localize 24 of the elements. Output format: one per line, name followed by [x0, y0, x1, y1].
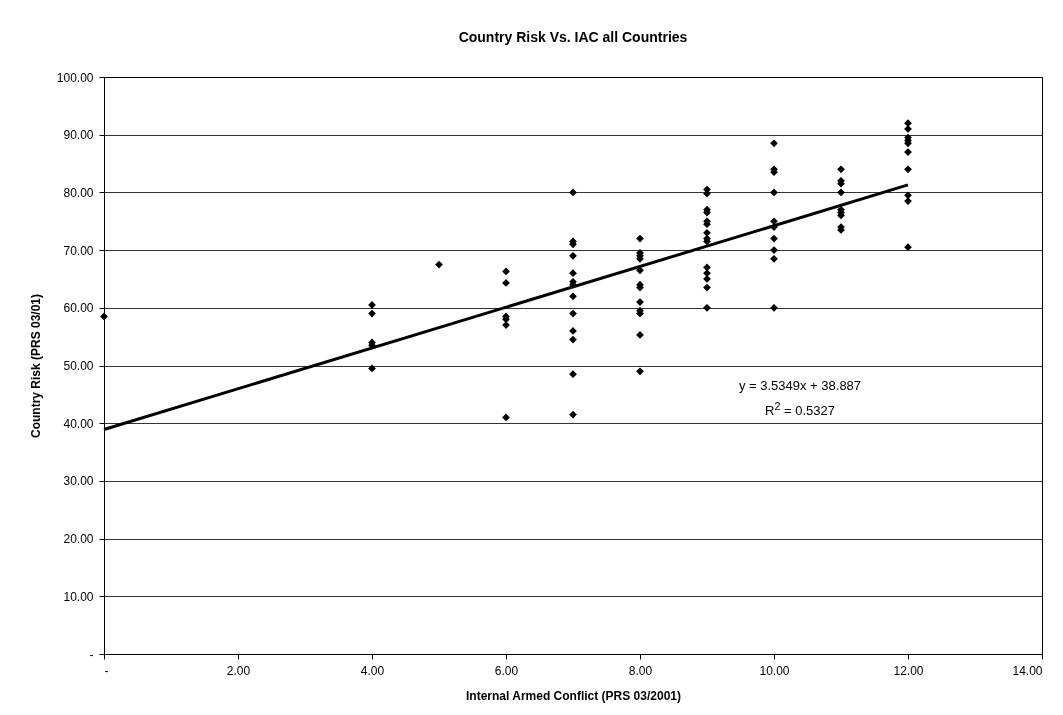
y-tick-label: 70.00	[63, 243, 94, 258]
x-tick-label: 4.00	[360, 663, 385, 678]
chart-title: Country Risk Vs. IAC all Countries	[458, 29, 688, 45]
y-tick-label: 60.00	[63, 301, 94, 316]
x-tick-label: 14.00	[1012, 663, 1043, 678]
y-tick-label: -	[89, 647, 94, 662]
x-axis-title: Internal Armed Conflict (PRS 03/2001)	[466, 688, 681, 703]
y-tick-label: 40.00	[63, 416, 94, 431]
y-tick-label: 80.00	[63, 185, 94, 200]
x-tick-label: 10.00	[759, 663, 790, 678]
annotation: R$^{2}$ = 0.5327	[764, 399, 836, 421]
x-tick-label: 8.00	[628, 663, 653, 678]
y-tick-label: 20.00	[63, 532, 94, 547]
y-axis-title: Country Risk (PRS 03/01)	[28, 293, 43, 439]
x-tick-label: 2.00	[226, 663, 251, 678]
annotation: y = 3.5349x + 38.887	[737, 377, 863, 395]
y-tick-label: 30.00	[63, 474, 94, 489]
y-tick-label: 100.00	[56, 70, 94, 85]
y-tick-label: 90.00	[63, 128, 94, 143]
x-tick-label: 12.00	[893, 663, 924, 678]
y-tick-label: 10.00	[63, 589, 94, 604]
x-tick-label: 6.00	[494, 663, 519, 678]
y-tick-label: 50.00	[63, 359, 94, 373]
x-tick-label: -	[104, 663, 109, 678]
